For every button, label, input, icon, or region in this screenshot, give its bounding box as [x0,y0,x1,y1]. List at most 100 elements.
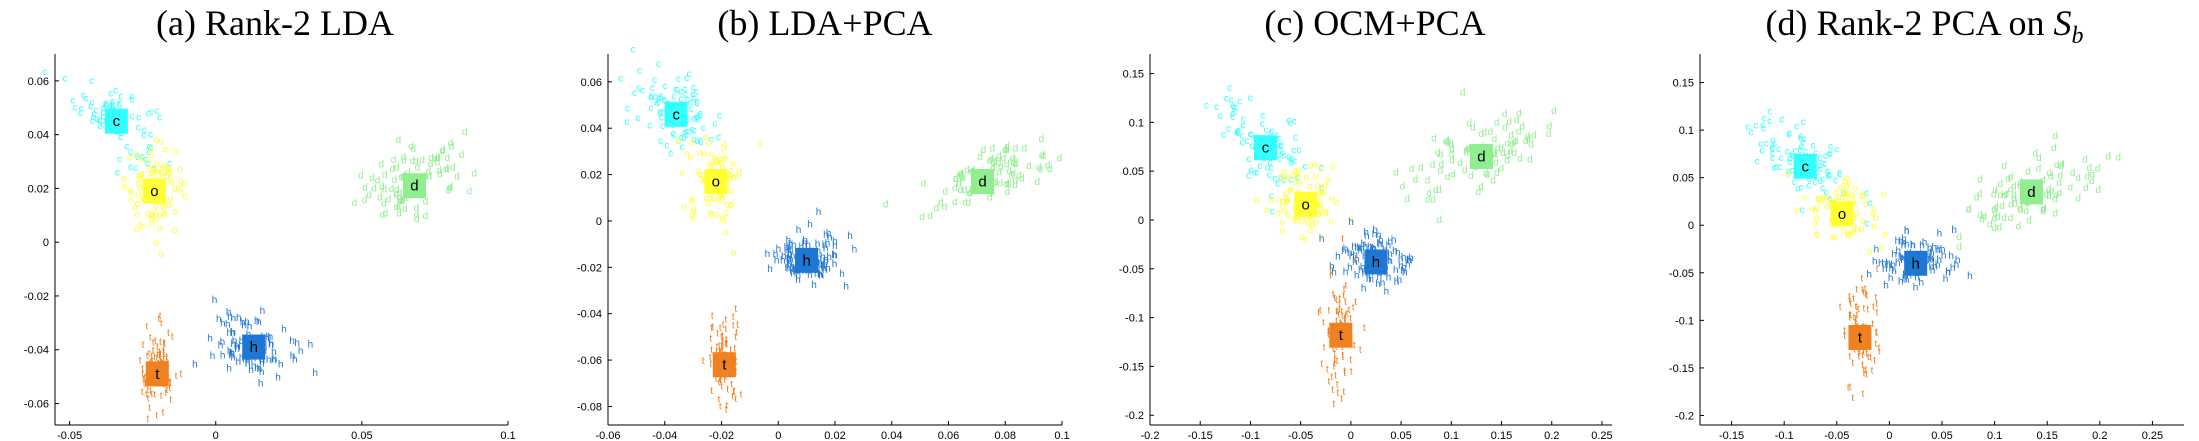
data-point: h [229,348,235,359]
data-point: d [996,167,1002,178]
data-point: c [698,108,703,119]
data-point: c [115,168,120,179]
data-point: d [942,202,948,213]
data-point: h [226,328,232,339]
data-point: o [1303,213,1309,224]
data-point: h [823,230,829,241]
data-point: c [1278,140,1283,151]
data-point: t [1856,310,1859,321]
data-point: c [1236,128,1241,139]
data-point: c [128,162,133,173]
data-point: d [2011,193,2017,204]
data-point: o [149,167,155,178]
data-point: c [94,114,99,125]
data-point: t [1344,297,1347,308]
data-point: d [401,152,407,163]
data-point: d [1004,160,1010,171]
data-point: h [260,355,266,366]
data-point: d [2002,161,2008,172]
data-point: h [271,356,277,367]
data-point: t [1335,295,1338,306]
data-point: h [815,246,821,257]
data-point: c [684,73,689,84]
data-point: d [397,192,403,203]
data-point: c [658,108,663,119]
data-point: c [1265,162,1270,173]
data-point: c [1275,178,1280,189]
scatter-plot-b: -0.06 -0.04 -0.02 0 0.02 0.04 0.06 0.08 0.1-0.08… [577,44,1070,441]
data-point: c [681,133,686,144]
data-point: d [391,155,397,166]
data-point: d [396,135,402,146]
data-point: c [1214,102,1219,113]
data-point: c [110,96,115,107]
data-point: h [776,244,782,255]
data-point: d [1992,185,1998,196]
data-point: o [167,168,173,179]
data-point: d [2105,152,2111,163]
data-point: o [1294,212,1300,223]
data-point: d [402,193,408,204]
data-point: d [1444,136,1450,147]
x-tick-label: 0 [1886,430,1892,441]
data-point: h [1888,273,1894,284]
data-point: t [147,414,150,425]
centroid-label: d [978,174,986,191]
data-point: d [1977,189,1983,200]
data-point: h [822,240,828,251]
data-point: t [1849,298,1852,309]
data-point: o [1284,196,1290,207]
centroid-marker [712,352,736,378]
data-point: h [239,336,245,347]
data-point: d [395,202,401,213]
data-point: o [689,196,695,207]
data-point: h [1348,217,1354,228]
data-point: t [168,383,171,394]
centroid-marker [104,108,128,134]
data-point: c [1787,157,1792,168]
data-point: c [1770,148,1775,159]
data-point: d [956,179,962,190]
data-point: h [832,259,838,270]
data-point: o [709,189,715,200]
data-point: t [1866,290,1869,301]
data-point: o [166,199,172,210]
centroid-label: h [802,252,810,269]
data-point: o [162,145,168,156]
data-point: t [731,391,734,402]
data-point: h [236,357,242,368]
data-point: c [647,121,652,132]
data-point: h [1386,273,1392,284]
y-tick-label: 0 [1138,215,1144,227]
y-tick-label: 0.02 [581,170,602,182]
data-point: o [178,176,184,187]
data-point: h [1881,258,1887,269]
data-point: d [394,162,400,173]
data-point: c [671,128,676,139]
data-point: c [1279,142,1284,153]
data-point: h [254,363,260,374]
data-point: h [1904,226,1910,237]
data-point: c [62,74,67,85]
data-point: o [1848,227,1854,238]
data-point: t [1359,345,1362,356]
data-point: t [1862,347,1865,358]
data-point: c [130,112,135,123]
data-point: d [459,150,465,161]
data-point: h [268,332,274,343]
data-point: d [2095,164,2101,175]
data-point: d [1019,174,1025,185]
data-point: d [405,168,411,179]
data-point: h [230,339,236,350]
data-point: c [1249,141,1254,152]
data-point: c [682,84,687,95]
data-point: c [662,95,667,106]
data-point: h [823,244,829,255]
data-point: d [1409,164,1415,175]
data-point: o [1315,180,1321,191]
data-point: c [1282,175,1287,186]
data-point: c [1803,146,1808,157]
data-point: d [1011,156,1017,167]
data-point: d [1498,143,1504,154]
